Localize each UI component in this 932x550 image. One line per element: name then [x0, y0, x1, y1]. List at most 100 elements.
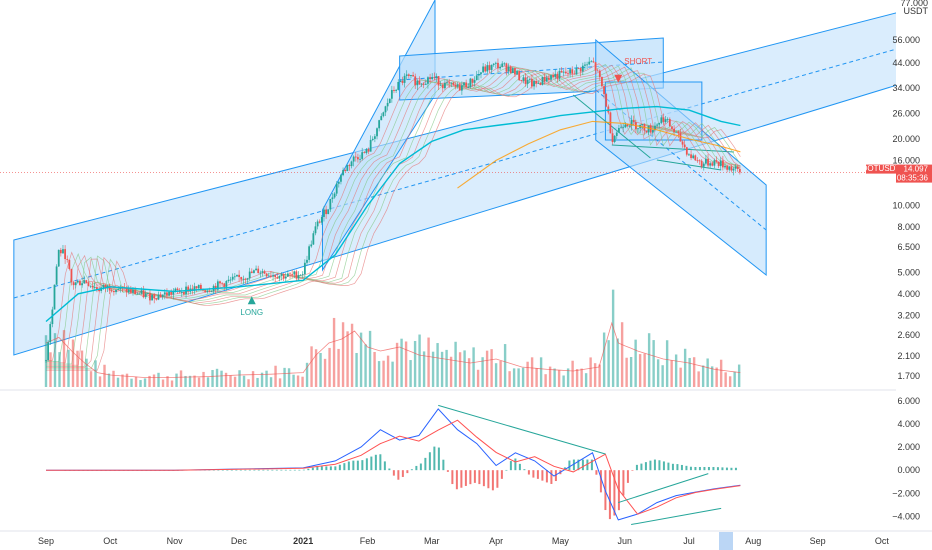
volume-bar: [665, 340, 669, 387]
macd-histogram-bar: [451, 470, 454, 485]
candle-body: [380, 116, 383, 121]
macd-histogram-bar: [590, 459, 593, 471]
macd-histogram-bar: [563, 467, 566, 471]
volume-bar: [134, 376, 138, 387]
candle-body: [732, 168, 735, 171]
macd-histogram-bar: [271, 469, 274, 471]
volume-bar: [170, 380, 174, 387]
candle-body: [359, 158, 361, 160]
volume-bar: [625, 357, 628, 387]
volume-bar: [634, 339, 637, 387]
candle-body: [647, 125, 650, 133]
macd-histogram-bar: [532, 470, 535, 478]
volume-bar: [188, 375, 192, 387]
macd-axis[interactable]: 6.000 4.000 2.000 0.000 −2.000 −4.000: [892, 396, 920, 522]
macd-histogram-bar: [707, 466, 710, 471]
candle-body: [618, 127, 620, 133]
candle-body: [488, 65, 491, 70]
candle-body: [531, 79, 533, 87]
volume-bar: [364, 344, 367, 387]
macd-histogram-bar: [464, 470, 467, 486]
volume-bar: [242, 375, 246, 387]
candle-body: [543, 76, 546, 82]
macd-tick-label: −4.000: [892, 511, 920, 521]
volume-bar: [454, 341, 457, 387]
candle-body: [216, 281, 219, 290]
macd-histogram-bar: [487, 470, 490, 489]
candle-body: [671, 126, 673, 129]
candle-body: [412, 74, 414, 77]
candle-body: [480, 72, 482, 75]
macd-histogram-bar: [491, 470, 494, 491]
macd-line: [46, 408, 741, 521]
candle-body: [524, 77, 527, 84]
candle-body: [651, 130, 654, 133]
candle-body: [138, 293, 141, 295]
macd-histogram-bar: [334, 466, 337, 471]
time-axis[interactable]: Sep Oct Nov Dec 2021 Feb Mar Apr May Jun Jul Aug Sep…: [0, 530, 932, 550]
candle-body: [129, 289, 132, 293]
candle-body: [91, 285, 94, 288]
candle-body: [675, 131, 678, 133]
candle-body: [261, 271, 264, 273]
candle-body: [698, 160, 701, 162]
time-tick-label: Oct: [103, 536, 118, 546]
macd-histogram-bar: [613, 470, 616, 516]
macd-histogram-bar: [298, 469, 301, 471]
volume-bar: [53, 333, 57, 387]
long-signal-arrow: [247, 296, 256, 305]
candle-body: [450, 82, 453, 84]
price-tag-countdown: 08:35:36: [897, 174, 929, 183]
macd-histogram-bar: [640, 463, 643, 471]
volume-bar: [359, 332, 363, 387]
candle-body: [210, 291, 213, 293]
candle-body: [403, 75, 406, 83]
candle-body: [327, 209, 330, 215]
macd-tick-label: 2.000: [897, 442, 920, 452]
wedge-line: [572, 94, 651, 159]
price-tick-label: 10.000: [892, 201, 920, 211]
candle-body: [136, 293, 139, 295]
volume-bar: [566, 368, 570, 387]
price-tick-label: 34.000: [892, 83, 920, 93]
candle-body: [83, 280, 86, 284]
volume-bar: [287, 368, 291, 387]
volume-bar: [512, 368, 516, 387]
volume-bar: [175, 373, 178, 387]
candle-body: [151, 294, 153, 301]
volume-bar: [503, 344, 507, 387]
macd-histogram-bar: [343, 463, 346, 471]
candle-body: [199, 284, 202, 290]
macd-histogram-bar: [284, 469, 287, 471]
volume-bar: [220, 370, 223, 387]
macd-histogram-bar: [662, 461, 665, 471]
candle-body: [429, 77, 431, 80]
candle-body: [399, 80, 402, 82]
macd-histogram-bar: [392, 470, 395, 476]
macd-histogram-bar: [676, 464, 679, 471]
price-tag-value: 14.097: [904, 165, 929, 174]
macd-histogram-bar: [649, 460, 652, 471]
macd-histogram-bar: [311, 467, 314, 471]
candle-body: [700, 160, 703, 167]
candle-body: [410, 74, 412, 76]
candle-body: [76, 280, 79, 283]
candle-body: [221, 283, 224, 285]
volume-bar: [62, 330, 66, 387]
time-tick-label: Nov: [167, 536, 184, 546]
candle-body: [620, 127, 622, 129]
macd-histogram-bar: [293, 469, 296, 471]
price-axis-top-label: 77.000: [900, 0, 928, 8]
candle-body: [45, 360, 47, 361]
candle-body: [594, 62, 597, 71]
price-tick-label: 56.000: [892, 35, 920, 45]
volume-bar: [211, 369, 214, 387]
candle-body: [467, 87, 470, 88]
candle-body: [367, 149, 370, 152]
macd-histogram-bar: [325, 466, 328, 471]
candle-body: [263, 271, 266, 274]
candle-body: [172, 291, 175, 295]
macd-histogram-bar: [374, 454, 377, 471]
